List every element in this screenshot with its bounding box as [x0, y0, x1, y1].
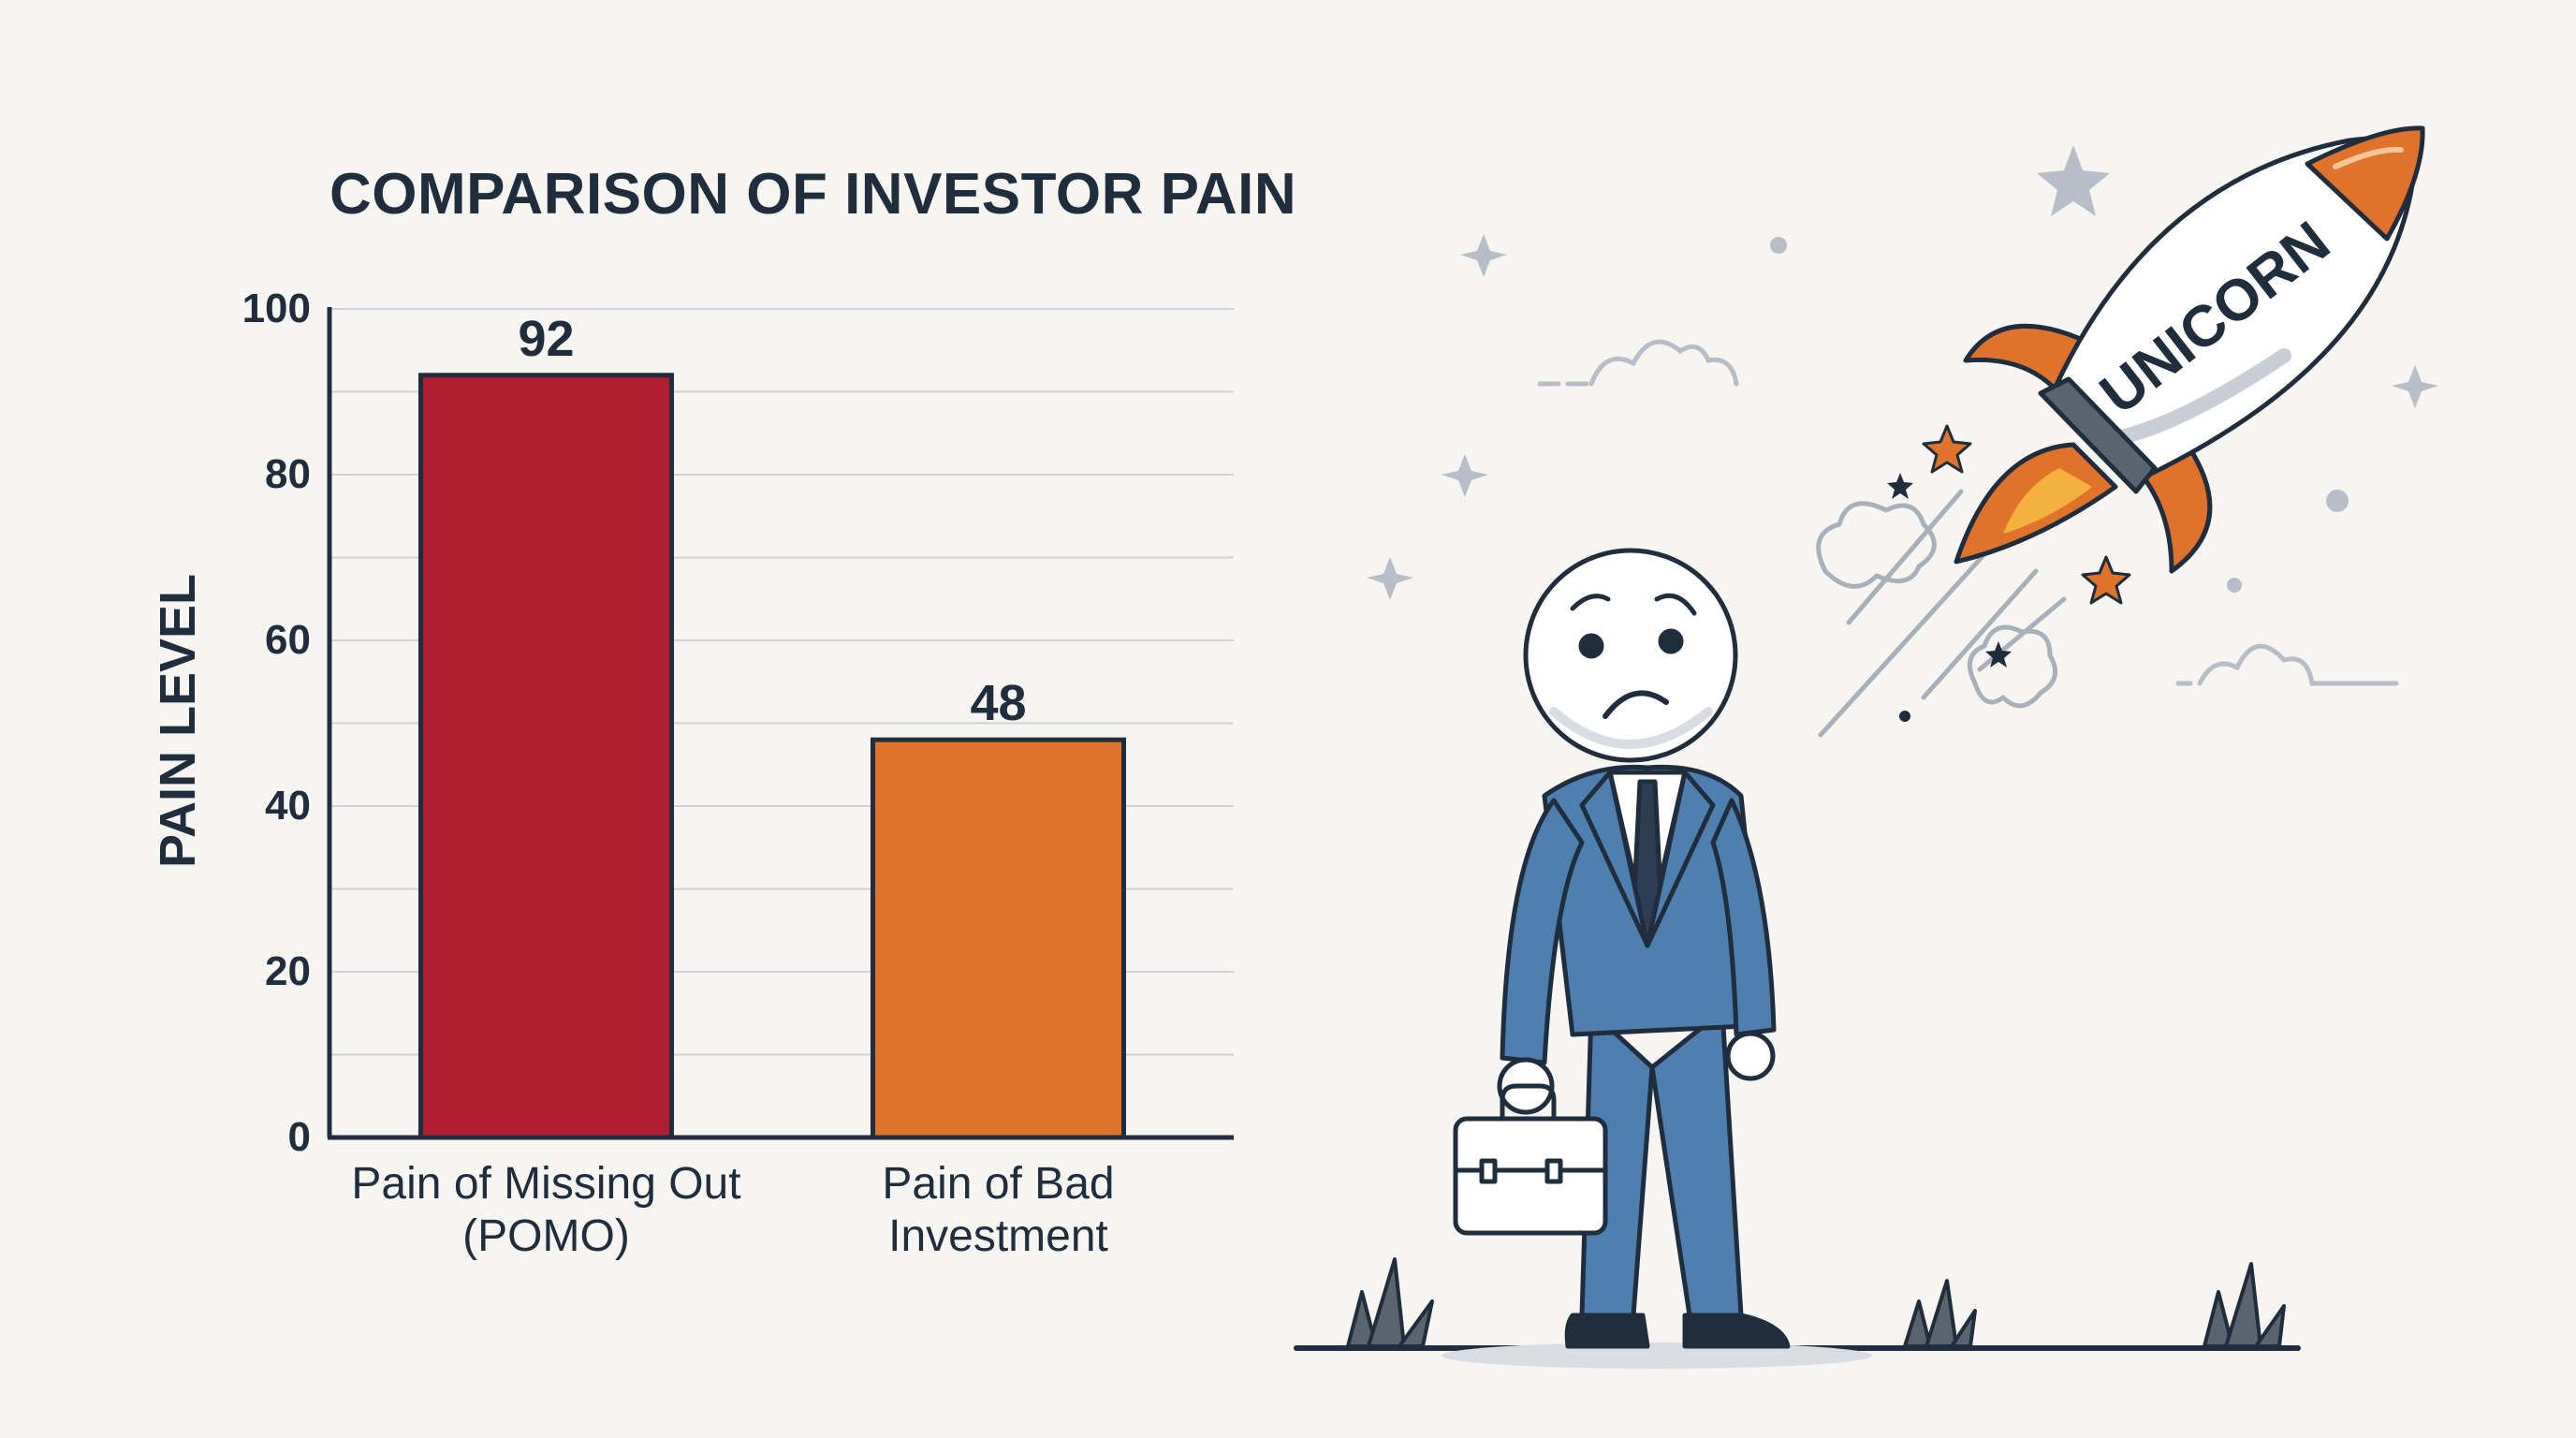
x-category-label: Pain of Bad Investment — [793, 1158, 1205, 1263]
right-eye — [1658, 628, 1684, 654]
y-tick-label: 40 — [265, 783, 311, 829]
cloud-icons — [1537, 339, 2399, 686]
chart-plot-area — [327, 307, 1234, 1140]
illustration: UNICORN — [1294, 125, 2438, 1369]
bar — [871, 737, 1126, 1140]
x-category-label: Pain of Missing Out (POMO) — [341, 1158, 753, 1263]
sad-face-head — [1523, 548, 1738, 763]
right-hand — [1725, 1031, 1776, 1081]
smoke-icons — [1816, 501, 2058, 709]
rocket-nozzle — [2038, 376, 2158, 494]
rocket-fin-right — [2141, 447, 2213, 574]
x-category-line: (POMO) — [462, 1211, 630, 1261]
x-category-line: Pain of Bad — [882, 1159, 1115, 1209]
chart-title: COMPARISON OF INVESTOR PAIN — [329, 162, 1297, 227]
lapel-right — [1645, 770, 1716, 948]
y-tick-label: 20 — [265, 948, 311, 994]
dark-star-icons — [1887, 473, 2012, 722]
sparkle-icons — [1367, 145, 2438, 600]
y-tick-label: 100 — [242, 286, 311, 331]
right-eyebrow — [1654, 593, 1697, 616]
rocket-icon: UNICORN — [1954, 125, 2425, 574]
left-eye — [1578, 633, 1604, 659]
orange-star-icons — [1922, 424, 2131, 605]
x-category-line: Pain of Missing Out — [351, 1159, 741, 1209]
grass-icon — [1346, 1257, 2286, 1348]
y-tick-label: 80 — [265, 451, 311, 497]
lapel-left — [1579, 770, 1650, 948]
left-eyebrow — [1570, 594, 1611, 611]
bar — [418, 373, 674, 1140]
left-shoe — [1564, 1313, 1650, 1349]
frown — [1603, 690, 1669, 719]
briefcase-icon — [1453, 1083, 1608, 1236]
x-category-line: Investment — [888, 1211, 1108, 1261]
bar-value-label: 48 — [970, 675, 1027, 732]
bar-value-label: 92 — [518, 310, 575, 367]
rocket-nose — [2305, 125, 2425, 242]
right-shoe — [1682, 1313, 1791, 1349]
investor-figure — [1453, 548, 1791, 1349]
y-tick-label: 60 — [265, 617, 311, 663]
ground-shadow — [1442, 1343, 1872, 1369]
y-tick-label: 0 — [287, 1114, 311, 1160]
